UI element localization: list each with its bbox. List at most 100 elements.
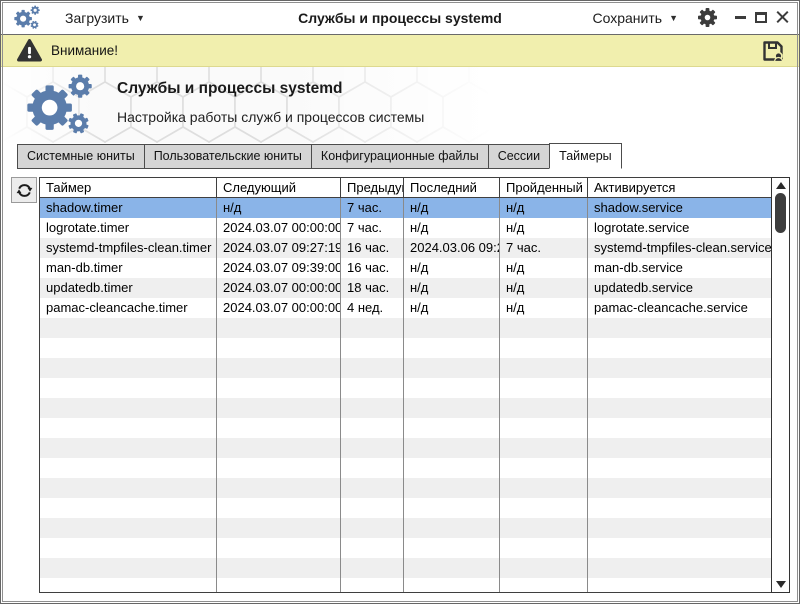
table-row-empty [40, 378, 771, 398]
table-cell-empty [217, 318, 341, 338]
table-cell-empty [500, 458, 588, 478]
save-menu-button[interactable]: Сохранить ▼ [587, 6, 685, 30]
table-body: shadow.timer н/д 7 час. н/д н/д shadow.servic… [40, 198, 771, 592]
table-cell: logrotate.service [594, 220, 690, 235]
table-cell-empty [341, 458, 404, 478]
table-cell-empty [40, 418, 217, 438]
table-cell-empty [404, 378, 500, 398]
table-cell-empty [588, 358, 771, 378]
table-cell: 18 час. [341, 278, 404, 298]
table-row[interactable]: systemd-tmpfiles-clean.timer 2024.03.07 0… [40, 238, 771, 258]
table-cell-empty [217, 378, 341, 398]
table-cell-empty [500, 398, 588, 418]
table-cell-empty [40, 558, 217, 578]
table-cell: н/д [500, 218, 588, 238]
tab-2[interactable]: Конфигурационные файлы [310, 144, 489, 169]
tab-3[interactable]: Сессии [487, 144, 551, 169]
table-cell: 7 час. [341, 198, 404, 218]
gears-logo-icon [17, 73, 107, 139]
table-cell-empty [404, 498, 500, 518]
table-cell-empty [217, 498, 341, 518]
load-menu-button[interactable]: Загрузить ▼ [59, 6, 151, 30]
table-cell-empty [341, 378, 404, 398]
tab-4[interactable]: Таймеры [549, 143, 622, 169]
scrollbar-thumb[interactable] [775, 193, 786, 233]
table-cell-empty [341, 578, 404, 592]
table-row-empty [40, 518, 771, 538]
table-cell-empty [40, 398, 217, 418]
column-header[interactable]: Активируется [588, 178, 771, 198]
table-cell: н/д [500, 258, 588, 278]
table-cell-empty [40, 578, 217, 592]
table-cell-empty [404, 418, 500, 438]
table-row-empty [40, 498, 771, 518]
refresh-button[interactable] [11, 177, 37, 203]
vertical-scrollbar[interactable] [771, 177, 790, 593]
table-cell: н/д [500, 298, 588, 318]
table-cell-empty [217, 558, 341, 578]
column-header[interactable]: Следующий [217, 178, 341, 198]
column-header[interactable]: Последний [404, 178, 500, 198]
table-cell-empty [217, 398, 341, 418]
table-row[interactable]: shadow.timer н/д 7 час. н/д н/д shadow.servic… [40, 198, 771, 218]
table-cell-empty [500, 318, 588, 338]
floppy-save-icon[interactable] [761, 39, 785, 63]
close-button[interactable] [776, 11, 789, 24]
table-cell-empty [588, 538, 771, 558]
chevron-down-icon: ▼ [669, 12, 678, 23]
table-cell-empty [217, 458, 341, 478]
table-row[interactable]: logrotate.timer 2024.03.07 00:00:00 7 час.… [40, 218, 771, 238]
table-cell: 2024.03.07 00:00:00 [217, 298, 341, 318]
scroll-up-arrow[interactable] [772, 182, 789, 189]
table-cell-empty [500, 438, 588, 458]
warning-text: Внимание! [51, 43, 119, 58]
table-cell-empty [500, 518, 588, 538]
table-cell-empty [217, 518, 341, 538]
table-cell-empty [341, 558, 404, 578]
table-cell: 2024.03.07 00:00:00 [217, 218, 341, 238]
column-header[interactable]: Предыдущий [341, 178, 404, 198]
table-cell-empty [40, 358, 217, 378]
chevron-down-icon: ▼ [135, 12, 145, 23]
table-cell-empty [217, 578, 341, 592]
table-cell: systemd-tmpfiles-clean.timer [40, 238, 217, 258]
maximize-button[interactable] [755, 12, 767, 23]
table-cell-empty [40, 498, 217, 518]
page-title: Службы и процессы systemd [117, 80, 343, 97]
table-row[interactable]: updatedb.timer 2024.03.07 00:00:00 18 час.… [40, 278, 771, 298]
hexagon-fade-overlay [1, 67, 799, 143]
table-cell: man-db.service [594, 260, 683, 275]
table-cell-empty [341, 538, 404, 558]
table-cell-empty [588, 438, 771, 458]
tab-bar: Системные юниты Пользовательские юниты Кон… [1, 143, 799, 169]
table-row[interactable]: man-db.timer 2024.03.07 09:39:00 16 час. н/… [40, 258, 771, 278]
table-cell-empty [404, 438, 500, 458]
table-cell-empty [588, 518, 771, 538]
page-subtitle: Настройка работы служб и процессов систе… [117, 109, 425, 125]
table-cell: updatedb.timer [40, 278, 217, 298]
settings-gear-icon[interactable] [698, 8, 717, 27]
warning-bar: Внимание! [1, 35, 799, 67]
table-cell-empty [500, 338, 588, 358]
table-cell-empty [500, 378, 588, 398]
table-cell-empty [341, 498, 404, 518]
tab-0[interactable]: Системные юниты [17, 144, 145, 169]
table-cell-empty [500, 358, 588, 378]
tab-1[interactable]: Пользовательские юниты [143, 144, 312, 169]
column-header[interactable]: Пройденный [500, 178, 588, 198]
table-cell: 4 нед. [341, 298, 404, 318]
table-cell: н/д [404, 198, 500, 218]
table-cell-empty [588, 318, 771, 338]
table-cell-empty [404, 478, 500, 498]
table-row-empty [40, 438, 771, 458]
scroll-down-arrow[interactable] [772, 581, 789, 588]
table-cell: 2024.03.07 09:39:00 [217, 258, 341, 278]
minimize-button[interactable] [735, 16, 746, 19]
table-row[interactable]: pamac-cleancache.timer 2024.03.07 00:00:0… [40, 298, 771, 318]
table-cell-empty [40, 518, 217, 538]
table-cell: logrotate.timer [40, 218, 217, 238]
column-header[interactable]: Таймер [40, 178, 217, 198]
table-cell-empty [404, 538, 500, 558]
table-cell-empty [588, 378, 771, 398]
